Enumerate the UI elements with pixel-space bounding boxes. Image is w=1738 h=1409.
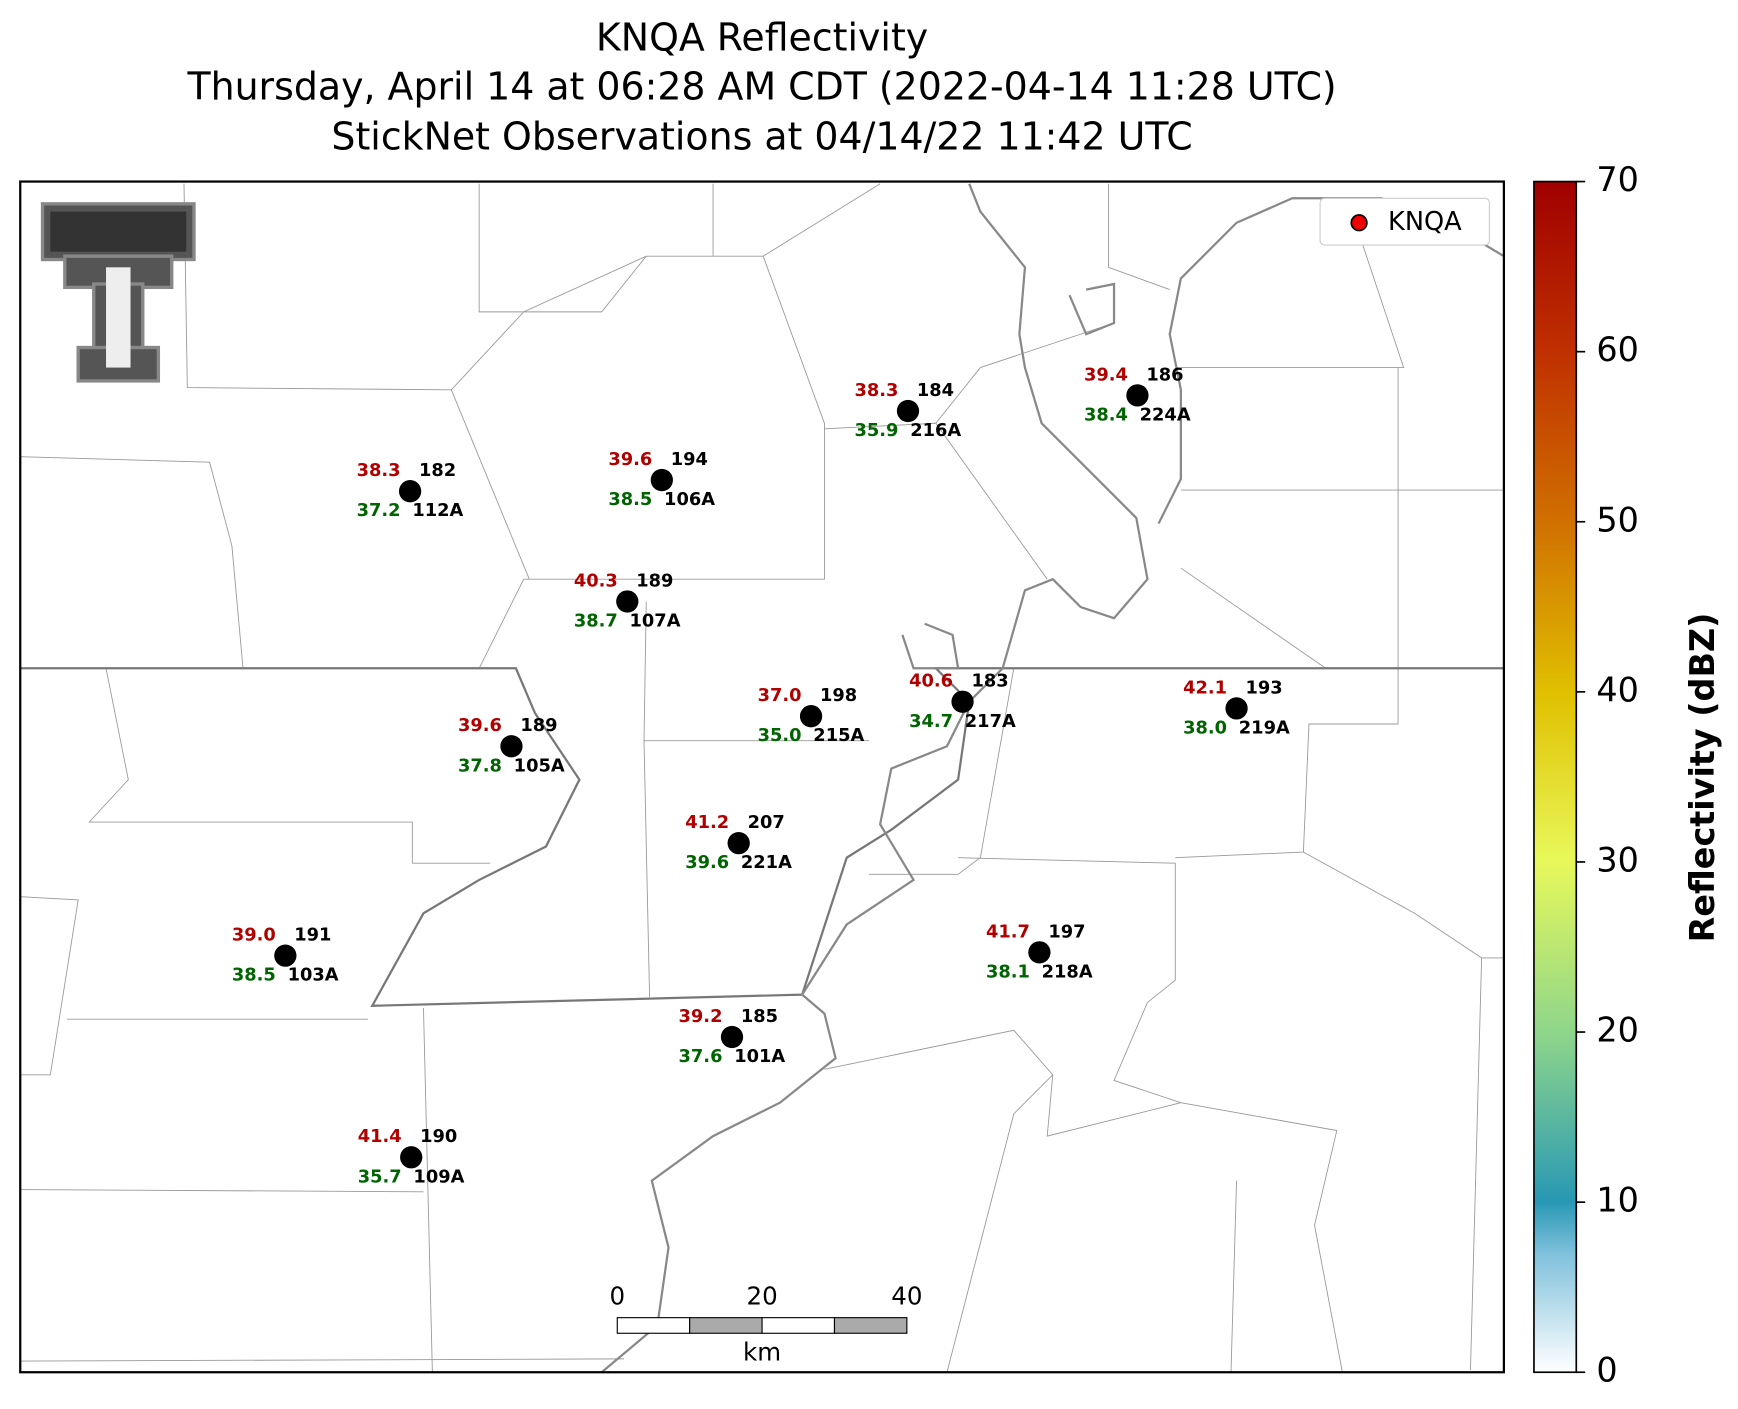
dewpoint: 38.5	[608, 489, 652, 510]
dewpoint: 37.8	[458, 755, 502, 776]
station-id: 221A	[741, 852, 792, 873]
legend: KNQA	[1319, 197, 1490, 246]
station-number: 191	[294, 925, 331, 946]
colorbar-label: Reflectivity (dBZ)	[1683, 613, 1722, 943]
colorbar-tick-label: 0	[1596, 1351, 1617, 1390]
dewpoint: 38.4	[1084, 404, 1128, 425]
dewpoint: 35.9	[855, 420, 899, 441]
station-id: 224A	[1140, 404, 1191, 425]
station-number: 186	[1146, 364, 1183, 385]
station-marker	[727, 832, 750, 855]
station-number: 182	[419, 460, 456, 481]
dewpoint: 38.5	[232, 965, 276, 986]
station-id: 105A	[514, 755, 565, 776]
station-marker	[720, 1025, 744, 1049]
station-number: 194	[671, 449, 708, 470]
station-id: 103A	[288, 965, 339, 986]
dewpoint: 39.6	[685, 852, 729, 873]
station-id: 217A	[965, 711, 1016, 732]
station-marker	[398, 480, 422, 503]
temperature: 41.2	[685, 812, 729, 833]
scale-bar: 0 20 40 km	[609, 1282, 922, 1367]
station-marker	[1225, 697, 1248, 720]
colorbar-tick-label: 30	[1596, 840, 1639, 879]
dewpoint: 37.2	[357, 500, 401, 521]
stations: 38.3 182 37.2 112A 39.6 194 38.5 106A 38.3 184 35.…	[232, 364, 1290, 1187]
scale-unit: km	[743, 1337, 781, 1366]
colorbar-tick-label: 40	[1596, 670, 1639, 709]
station-number: 197	[1048, 921, 1085, 942]
station-marker	[500, 735, 523, 758]
station-id: 109A	[413, 1166, 464, 1187]
station-marker	[1126, 384, 1149, 407]
map-frame	[19, 180, 1505, 1374]
station-number: 189	[520, 715, 557, 736]
station-number: 193	[1245, 677, 1282, 698]
temperature: 39.0	[232, 925, 276, 946]
station-id: 216A	[910, 420, 961, 441]
colorbar-tick-label: 10	[1596, 1181, 1639, 1220]
colorbar-tick-label: 60	[1596, 330, 1639, 369]
station-marker	[1028, 941, 1051, 964]
temperature: 41.7	[986, 921, 1030, 942]
temperature: 39.2	[679, 1006, 723, 1027]
legend-label: KNQA	[1388, 207, 1462, 237]
dewpoint: 38.7	[574, 611, 618, 632]
station-id: 106A	[664, 489, 715, 510]
title-line: Thursday, April 14 at 06:28 AM CDT (2022…	[186, 65, 1336, 109]
station-id: 101A	[734, 1046, 785, 1067]
colorbar	[1533, 180, 1578, 1374]
station-marker	[799, 705, 823, 728]
temperature: 39.4	[1084, 364, 1128, 385]
temperature: 39.6	[608, 449, 652, 470]
station-id: 112A	[412, 500, 463, 521]
colorbar-tick-label: 50	[1596, 500, 1639, 539]
dewpoint: 38.0	[1183, 717, 1227, 738]
colorbar-ticks: 0 10 20 30 40 50 60 70	[1576, 160, 1639, 1390]
temperature: 42.1	[1183, 677, 1227, 698]
station-marker	[951, 690, 974, 713]
legend-marker	[1350, 214, 1368, 232]
station-number: 189	[636, 570, 673, 591]
station-id: 215A	[813, 725, 864, 746]
dewpoint: 35.0	[758, 725, 802, 746]
scale-label: 0	[609, 1282, 625, 1311]
station-number: 207	[748, 812, 785, 833]
station-number: 190	[420, 1126, 457, 1147]
temperature: 41.4	[358, 1126, 402, 1147]
station-number: 184	[917, 380, 954, 401]
scale-label: 20	[746, 1282, 777, 1311]
logo	[40, 202, 196, 383]
map-lines	[20, 183, 1505, 1374]
title-line: KNQA Reflectivity	[596, 16, 928, 60]
station-marker	[896, 399, 920, 423]
colorbar-tick-label: 20	[1596, 1011, 1639, 1050]
scale-label: 40	[891, 1282, 922, 1311]
temperature: 39.6	[458, 715, 502, 736]
station-marker	[616, 590, 639, 613]
station-id: 219A	[1239, 717, 1290, 738]
legend-box	[1319, 197, 1490, 246]
station-id: 218A	[1042, 961, 1093, 982]
temperature: 37.0	[758, 685, 802, 706]
dewpoint: 34.7	[909, 711, 953, 732]
dewpoint: 37.6	[679, 1046, 723, 1067]
temperature: 38.3	[855, 380, 899, 401]
station-number: 185	[741, 1006, 778, 1027]
station-marker	[400, 1146, 423, 1169]
temperature: 38.3	[357, 460, 401, 481]
station-marker	[274, 944, 297, 967]
station-id: 107A	[630, 611, 681, 632]
dewpoint: 35.7	[358, 1166, 402, 1187]
temperature: 40.3	[574, 570, 618, 591]
station-number: 198	[820, 685, 857, 706]
temperature: 40.6	[909, 671, 953, 692]
title-line: StickNet Observations at 04/14/22 11:42 …	[331, 115, 1192, 159]
station-number: 183	[971, 671, 1008, 692]
station-marker	[650, 468, 673, 492]
colorbar-tick-label: 70	[1596, 160, 1639, 199]
dewpoint: 38.1	[986, 961, 1030, 982]
